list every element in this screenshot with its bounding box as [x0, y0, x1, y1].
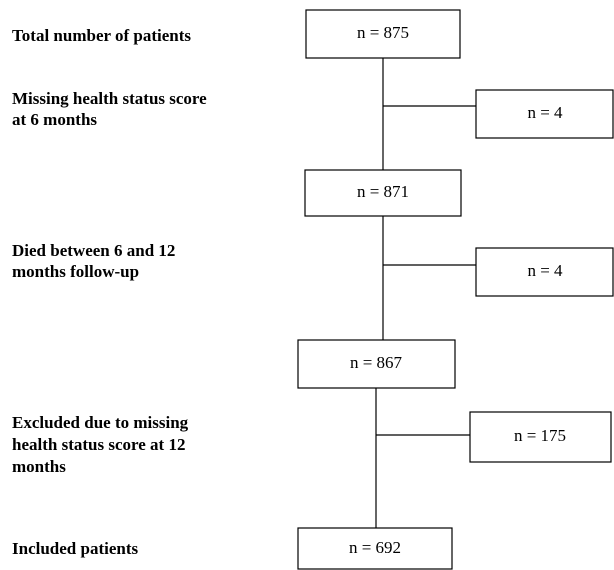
box — [297, 527, 453, 570]
step-label: health status score at 12 — [12, 435, 185, 454]
step-label: Died between 6 and 12 — [12, 241, 175, 260]
box — [297, 339, 456, 389]
count: n = 692 — [349, 538, 401, 557]
count: n = 4 — [527, 103, 563, 122]
box — [305, 9, 461, 59]
step-label: months follow-up — [12, 262, 139, 281]
step-label: Included patients — [12, 539, 138, 558]
box — [475, 89, 614, 139]
box — [475, 247, 614, 297]
count: n = 175 — [514, 426, 566, 445]
step-label: at 6 months — [12, 110, 97, 129]
step-label: Total number of patients — [12, 26, 191, 45]
box — [469, 411, 612, 463]
count: n = 875 — [357, 23, 409, 42]
count: n = 867 — [350, 353, 403, 372]
step-label: Missing health status score — [12, 89, 207, 108]
step-label: Excluded due to missing — [12, 413, 189, 432]
box — [304, 169, 462, 217]
count: n = 871 — [357, 182, 409, 201]
count: n = 4 — [527, 261, 563, 280]
step-label: months — [12, 457, 66, 476]
